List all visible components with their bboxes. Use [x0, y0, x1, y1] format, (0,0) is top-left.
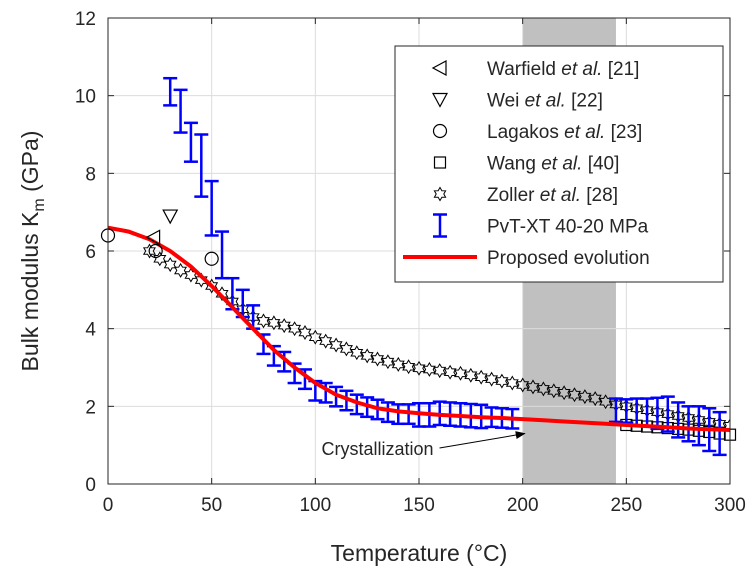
- zoller-point: [433, 363, 447, 379]
- crystallization-arrow: [439, 431, 526, 449]
- legend-box: [394, 45, 724, 283]
- zoller-point: [174, 262, 188, 278]
- legend-triangle-down-icon: [431, 92, 449, 108]
- zoller-point: [391, 356, 405, 372]
- crystallization-annotation: Crystallization: [322, 439, 434, 459]
- zoller-point: [474, 369, 488, 385]
- pvt-errorbar: [204, 179, 219, 237]
- x-tick-label: 50: [201, 495, 222, 516]
- zoller-point: [464, 367, 478, 383]
- zoller-point: [485, 371, 499, 387]
- y-tick-label: 0: [85, 475, 96, 496]
- x-tick-label: 150: [403, 495, 435, 516]
- triangle-down-point: [162, 209, 179, 225]
- zoller-point: [422, 361, 436, 377]
- zoller-point: [142, 243, 156, 259]
- zoller-point: [163, 257, 177, 273]
- zoller-point: [308, 329, 322, 345]
- legend-circle-icon: [432, 123, 448, 139]
- proposed-evolution-line: [107, 225, 731, 432]
- triangle-left-point: [145, 229, 161, 246]
- y-tick-label: 10: [75, 87, 96, 108]
- zoller-point: [329, 337, 343, 353]
- zoller-point: [557, 385, 571, 401]
- x-axis-label: Temperature (°C): [331, 540, 508, 566]
- zoller-point: [402, 359, 416, 375]
- circle-point: [148, 243, 163, 259]
- legend-label: Proposed evolution: [487, 248, 650, 269]
- legend-triangle-left-icon: [431, 59, 447, 77]
- x-tick-label: 100: [299, 495, 331, 516]
- pvt-errorbar: [380, 401, 395, 424]
- y-tick-label: 8: [85, 164, 96, 185]
- circle-point: [204, 251, 219, 266]
- zoller-point: [288, 321, 302, 337]
- zoller-point: [360, 348, 374, 364]
- zoller-point: [578, 389, 592, 405]
- pvt-errorbar: [671, 401, 686, 439]
- pvt-errorbar: [318, 381, 333, 404]
- y-tick-label: 2: [85, 397, 96, 418]
- zoller-point: [443, 364, 457, 380]
- zoller-point: [319, 333, 333, 349]
- zoller-point: [267, 315, 281, 331]
- x-tick-label: 300: [714, 495, 746, 516]
- pvt-errorbar: [183, 121, 198, 163]
- x-tick-label: 0: [103, 495, 114, 516]
- zoller-point: [381, 354, 395, 370]
- pvt-errorbar: [173, 88, 188, 134]
- zoller-point: [412, 360, 426, 376]
- pvt-errorbar: [691, 405, 706, 447]
- zoller-point: [339, 341, 353, 357]
- legend-hexagram-icon: [433, 186, 447, 202]
- legend: Warfield et al. [21] Wei et al. [22] Lagak…: [394, 45, 724, 283]
- zoller-point: [723, 418, 730, 434]
- zoller-point: [516, 377, 530, 393]
- zoller-point: [568, 387, 581, 403]
- y-tick-label: 6: [85, 242, 96, 263]
- zoller-point: [153, 251, 167, 267]
- axis-ticks: 0 50 100 150 200 250 300 0 2 4 6 8 10 12: [75, 9, 746, 516]
- legend-square-icon: [433, 156, 447, 169]
- zoller-point: [505, 375, 519, 391]
- legend-label: Warfield et al. [21]: [487, 59, 639, 80]
- pvt-errorbar: [712, 410, 727, 457]
- zoller-point: [298, 324, 312, 340]
- zoller-point: [547, 383, 561, 399]
- pvt-errorbar: [163, 76, 178, 107]
- zoller-point: [194, 272, 208, 288]
- pvt-errorbar: [194, 133, 209, 198]
- zoller-point: [350, 345, 364, 361]
- y-tick-label: 12: [75, 9, 96, 30]
- x-tick-label: 200: [507, 495, 539, 516]
- zoller-point: [453, 365, 467, 381]
- zoller-point: [588, 391, 602, 407]
- legend-label: Wei et al. [22]: [487, 91, 603, 112]
- y-axis-label: Bulk modulus Km (GPa): [17, 131, 48, 372]
- zoller-point: [526, 379, 540, 395]
- pvt-errorbar: [277, 350, 292, 373]
- legend-label: Wang et al. [40]: [487, 154, 619, 175]
- legend-label: PvT-XT 40-20 MPa: [487, 217, 649, 238]
- zoller-point: [495, 373, 509, 389]
- zoller-point: [536, 381, 550, 397]
- zoller-point: [257, 313, 270, 329]
- legend-label: Lagakos et al. [23]: [487, 122, 642, 143]
- x-tick-label: 250: [610, 495, 642, 516]
- y-tick-label: 4: [85, 320, 96, 341]
- legend-errorbar-icon: [433, 213, 447, 238]
- zoller-point: [371, 351, 385, 367]
- legend-label: Zoller et al. [28]: [487, 185, 618, 206]
- zoller-point: [277, 318, 291, 334]
